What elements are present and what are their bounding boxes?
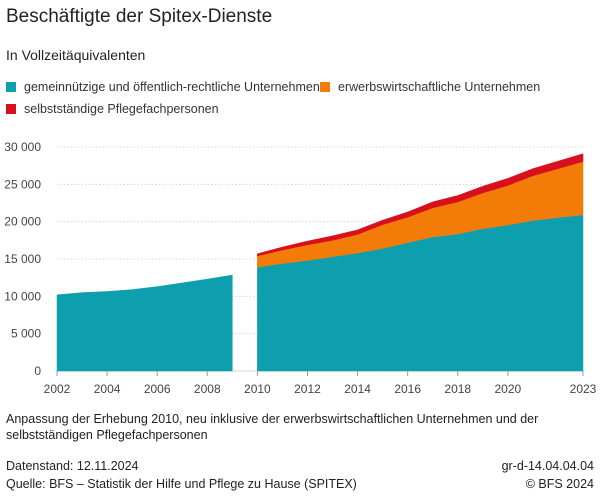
legend-label: gemeinnützige und öffentlich-rechtliche … bbox=[24, 80, 320, 94]
y-tick-label: 5 000 bbox=[11, 327, 41, 341]
legend-item-erwerbswirtschaftliche: erwerbswirtschaftliche Unternehmen bbox=[320, 80, 540, 94]
copyright: © BFS 2024 bbox=[525, 477, 594, 491]
legend-label: selbstständige Pflegefachpersonen bbox=[24, 102, 219, 116]
legend-item-gemeinnuetzige: gemeinnützige und öffentlich-rechtliche … bbox=[6, 80, 320, 94]
x-tick-label: 2002 bbox=[44, 382, 71, 396]
y-tick-label: 20 000 bbox=[4, 215, 41, 229]
x-tick-label: 2006 bbox=[144, 382, 171, 396]
chart-subtitle: In Vollzeitäquivalenten bbox=[6, 47, 146, 63]
area-gemeinnuetzige bbox=[56, 274, 233, 372]
source-text: Quelle: BFS – Statistik der Hilfe und Pf… bbox=[6, 477, 357, 491]
legend-swatch bbox=[320, 82, 330, 92]
legend-label: erwerbswirtschaftliche Unternehmen bbox=[338, 80, 541, 94]
chart-note: Anpassung der Erhebung 2010, neu inklusi… bbox=[6, 412, 539, 442]
legend-swatch bbox=[6, 82, 16, 92]
graphic-code: gr-d-14.04.04.04 bbox=[501, 459, 594, 473]
y-tick-label: 15 000 bbox=[4, 252, 41, 266]
x-tick-label: 2016 bbox=[394, 382, 421, 396]
legend-item-selbststaendige: selbstständige Pflegefachpersonen bbox=[6, 102, 219, 116]
y-tick-label: 25 000 bbox=[4, 177, 41, 191]
chart-title: Beschäftigte der Spitex-Dienste bbox=[6, 6, 273, 27]
y-tick-label: 0 bbox=[34, 364, 41, 378]
data-status: Datenstand: 12.11.2024 bbox=[6, 459, 139, 473]
x-tick-label: 2023 bbox=[570, 382, 597, 396]
x-tick-label: 2018 bbox=[444, 382, 471, 396]
x-tick-label: 2008 bbox=[194, 382, 221, 396]
x-tick-label: 2010 bbox=[244, 382, 271, 396]
x-tick-label: 2014 bbox=[344, 382, 371, 396]
x-tick-label: 2020 bbox=[495, 382, 522, 396]
area-selbststaendige bbox=[257, 153, 584, 257]
y-tick-label: 30 000 bbox=[4, 140, 41, 154]
y-tick-label: 10 000 bbox=[4, 289, 41, 303]
x-tick-label: 2012 bbox=[294, 382, 321, 396]
x-tick-label: 2004 bbox=[94, 382, 121, 396]
legend-swatch bbox=[6, 104, 16, 114]
